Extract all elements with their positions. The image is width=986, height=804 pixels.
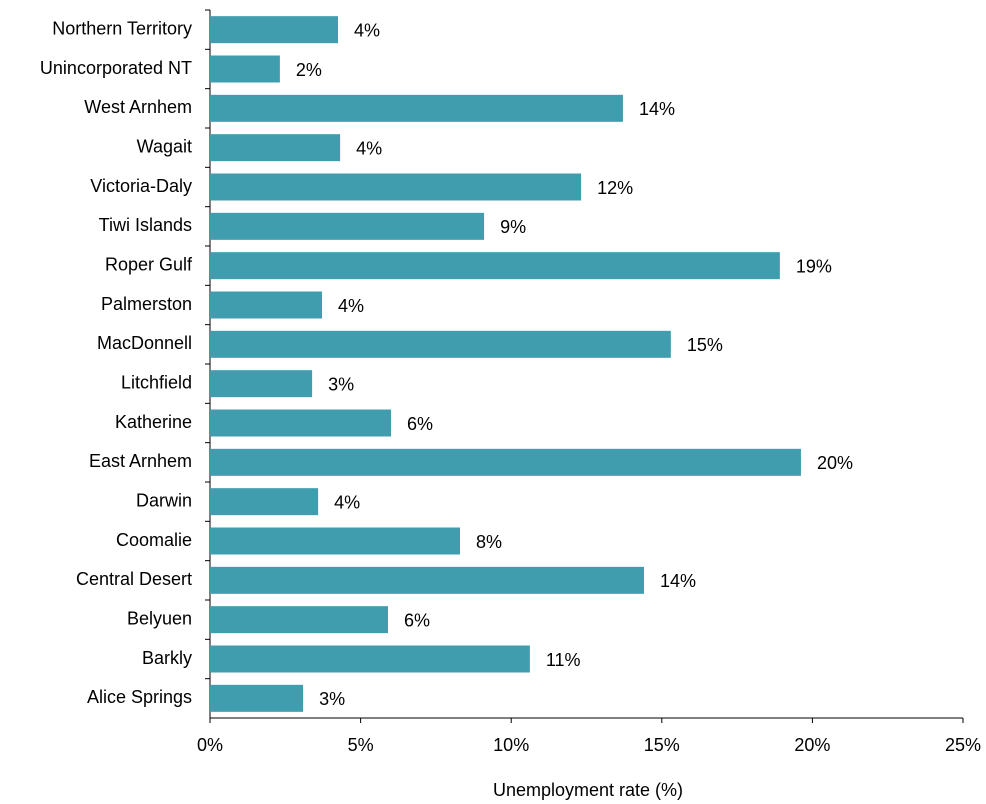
bar bbox=[210, 291, 323, 319]
bar bbox=[210, 606, 389, 634]
data-label: 4% bbox=[338, 296, 364, 316]
data-label: 9% bbox=[500, 217, 526, 237]
bar bbox=[210, 330, 671, 358]
data-label: 20% bbox=[817, 453, 853, 473]
data-label: 3% bbox=[328, 374, 354, 394]
y-tick-label: Wagait bbox=[137, 136, 192, 156]
bar bbox=[210, 212, 485, 240]
y-tick-label: Unincorporated NT bbox=[40, 58, 192, 78]
data-label: 4% bbox=[354, 20, 380, 40]
bar bbox=[210, 55, 280, 83]
y-tick-label: Litchfield bbox=[121, 372, 192, 392]
y-tick-label: Katherine bbox=[115, 412, 192, 432]
bar bbox=[210, 134, 341, 162]
x-tick-label: 5% bbox=[348, 735, 374, 755]
bar bbox=[210, 16, 339, 44]
bar bbox=[210, 645, 530, 673]
data-label: 14% bbox=[660, 571, 696, 591]
data-label: 8% bbox=[476, 532, 502, 552]
data-label: 2% bbox=[296, 60, 322, 80]
y-tick-label: Northern Territory bbox=[52, 18, 192, 38]
bar bbox=[210, 370, 313, 398]
data-label: 4% bbox=[334, 492, 360, 512]
y-tick-label: Darwin bbox=[136, 490, 192, 510]
y-tick-label: Central Desert bbox=[76, 569, 192, 589]
y-tick-label: Palmerston bbox=[101, 294, 192, 314]
bar bbox=[210, 527, 460, 555]
bar bbox=[210, 488, 319, 516]
bar bbox=[210, 566, 645, 594]
bar bbox=[210, 448, 801, 476]
data-label: 19% bbox=[796, 256, 832, 276]
data-label: 6% bbox=[404, 610, 430, 630]
y-tick-label: Alice Springs bbox=[87, 687, 192, 707]
data-label: 11% bbox=[546, 650, 581, 670]
y-tick-label: West Arnhem bbox=[84, 97, 192, 117]
x-axis-label: Unemployment rate (%) bbox=[493, 780, 683, 800]
y-tick-label: East Arnhem bbox=[89, 451, 192, 471]
x-tick-label: 20% bbox=[794, 735, 830, 755]
data-label: 6% bbox=[407, 414, 433, 434]
y-tick-label: Barkly bbox=[142, 648, 192, 668]
data-label: 4% bbox=[356, 138, 382, 158]
x-tick-label: 0% bbox=[197, 735, 223, 755]
data-label: 12% bbox=[597, 178, 633, 198]
y-tick-label: Coomalie bbox=[116, 530, 192, 550]
x-tick-label: 25% bbox=[945, 735, 981, 755]
x-tick-label: 15% bbox=[644, 735, 680, 755]
bar bbox=[210, 173, 582, 201]
y-tick-label: Roper Gulf bbox=[105, 254, 193, 274]
bar bbox=[210, 94, 623, 122]
bar bbox=[210, 409, 392, 437]
data-label: 14% bbox=[639, 99, 675, 119]
y-tick-label: Belyuen bbox=[127, 608, 192, 628]
x-tick-label: 10% bbox=[493, 735, 529, 755]
data-label: 15% bbox=[687, 335, 723, 355]
data-label: 3% bbox=[319, 689, 345, 709]
y-tick-label: Tiwi Islands bbox=[99, 215, 192, 235]
y-tick-label: Victoria-Daly bbox=[90, 176, 192, 196]
y-tick-label: MacDonnell bbox=[97, 333, 192, 353]
bar bbox=[210, 252, 780, 280]
bar bbox=[210, 684, 304, 712]
